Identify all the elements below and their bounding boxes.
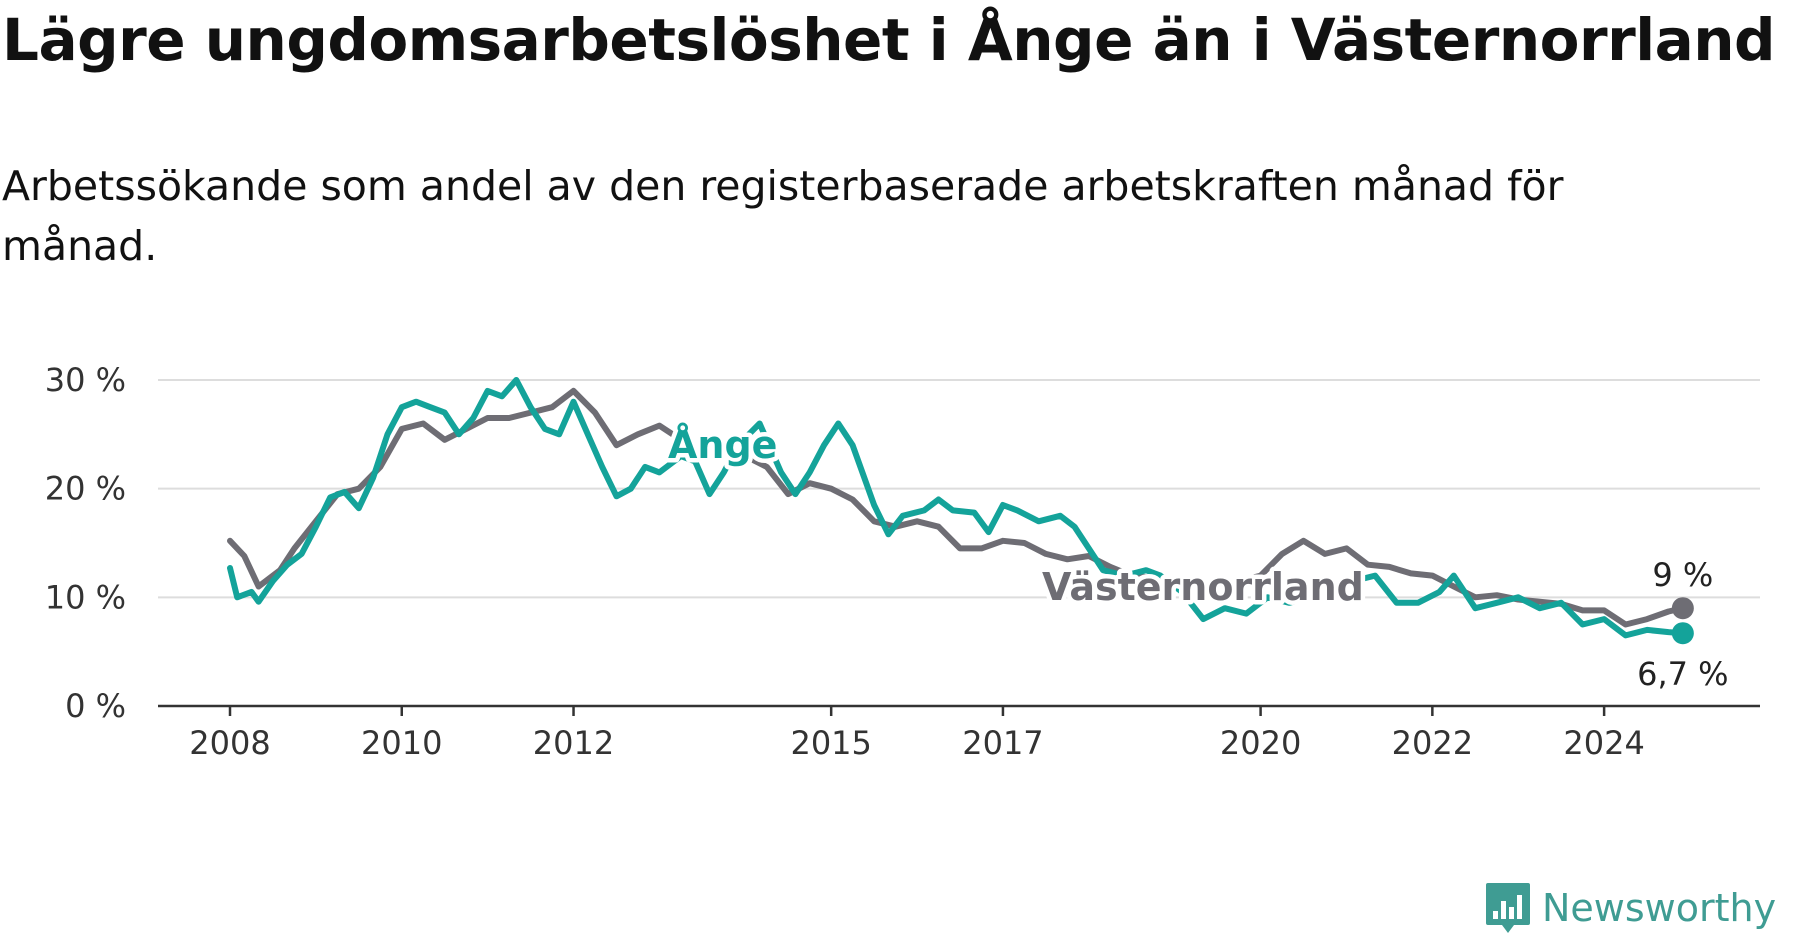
- x-tick-label: 2008: [189, 724, 270, 762]
- y-tick-label: 30 %: [45, 361, 126, 399]
- x-tick-label: 2017: [962, 724, 1043, 762]
- end-marker-ange: [1671, 622, 1694, 645]
- y-tick-label: 20 %: [45, 470, 126, 508]
- chart-title: Lägre ungdomsarbetslöshet i Ånge än i Vä…: [2, 6, 1776, 74]
- x-tick-label: 2012: [533, 724, 614, 762]
- x-tick-label: 2020: [1220, 724, 1301, 762]
- axes: 0 % 10 % 20 % 30 % 2008 2010 2012 2015 2017 2020 2…: [45, 361, 1760, 762]
- x-tick-label: 2010: [361, 724, 442, 762]
- x-tick-label: 2022: [1392, 724, 1473, 762]
- end-label-ange: 6,7 %: [1637, 655, 1728, 693]
- x-tick-label: 2015: [790, 724, 871, 762]
- series-label-ange: Ånge: [668, 423, 777, 467]
- newsworthy-chart-icon: [1486, 883, 1530, 933]
- series-line-ange: [227, 377, 1686, 639]
- chart-subtitle: Arbetssökande som andel av den registerb…: [2, 162, 1564, 270]
- series-label-vasternorrland: Västernorrland: [1042, 565, 1364, 609]
- end-label-vasternorrland: 9 %: [1652, 556, 1713, 594]
- y-tick-label: 10 %: [45, 578, 126, 616]
- brand-name: Newsworthy: [1542, 886, 1777, 930]
- newsworthy-logo: Newsworthy: [1484, 880, 1776, 936]
- series-lines: [227, 377, 1686, 639]
- y-tick-label: 0 %: [65, 687, 126, 725]
- chart-labels: 6,7 % 9 % Ånge Västernorrland: [664, 419, 1729, 694]
- x-tick-label: 2024: [1563, 724, 1644, 762]
- end-marker-vasternorrland: [1671, 597, 1694, 620]
